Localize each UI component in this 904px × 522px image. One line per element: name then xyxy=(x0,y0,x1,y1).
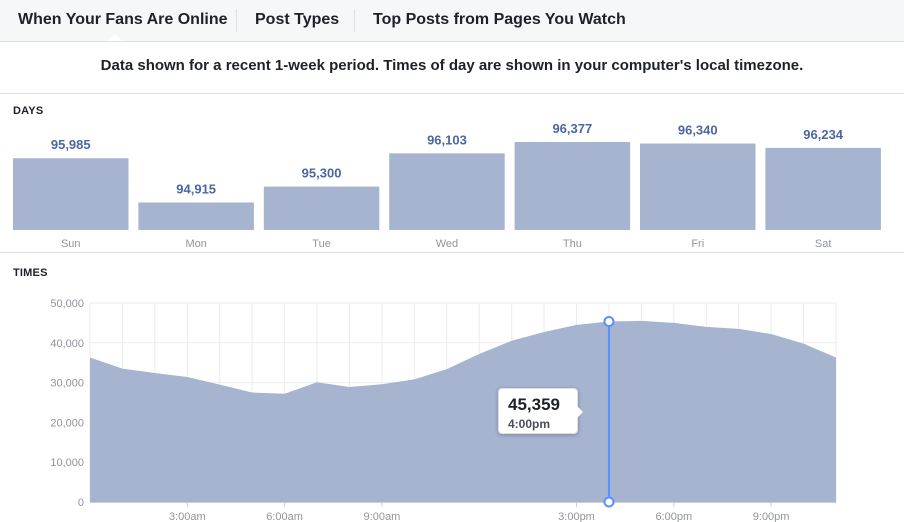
day-bar xyxy=(640,143,756,230)
chart-tooltip: 45,359 4:00pm xyxy=(498,388,583,434)
x-tick-label: 6:00am xyxy=(266,511,303,522)
tooltip-value: 45,359 xyxy=(508,395,560,414)
y-tick-label: 40,000 xyxy=(50,338,84,350)
section-divider xyxy=(0,252,904,253)
day-bar xyxy=(514,142,631,230)
days-bar-chart: 95,985 Sun 94,915 Mon 95,300 Tue 96,103 Wed 96,3… xyxy=(13,121,881,250)
day-bar-label: Tue xyxy=(312,238,331,250)
x-tick-label: 6:00pm xyxy=(655,511,692,522)
timezone-notice: Data shown for a recent 1-week period. T… xyxy=(100,57,804,74)
x-tick-label: 9:00pm xyxy=(753,511,790,522)
x-tick-label: 3:00pm xyxy=(558,511,595,522)
y-tick-label: 0 xyxy=(78,497,84,509)
day-bar-value: 95,985 xyxy=(51,137,91,152)
hover-point-marker xyxy=(603,315,615,327)
y-tick-label: 20,000 xyxy=(50,417,84,429)
day-bar-value: 94,915 xyxy=(176,181,216,196)
y-tick-label: 30,000 xyxy=(50,378,84,390)
section-divider xyxy=(0,93,904,94)
day-bar-label: Thu xyxy=(563,238,582,250)
tab-post-types[interactable]: Post Types xyxy=(255,11,340,28)
x-tick-label: 3:00am xyxy=(169,511,206,522)
tab-divider xyxy=(354,9,355,32)
tooltip-pointer xyxy=(577,406,583,418)
day-bar-value: 96,377 xyxy=(552,121,592,136)
x-tick-label: 9:00am xyxy=(364,511,401,522)
day-bar xyxy=(765,147,881,230)
day-bar-label: Wed xyxy=(436,238,458,250)
times-section-label: TIMES xyxy=(13,267,48,279)
day-bar-value: 95,300 xyxy=(302,166,342,181)
active-tab-indicator xyxy=(108,34,122,41)
days-section-label: DAYS xyxy=(13,105,44,117)
area-series xyxy=(90,320,836,502)
day-bar-label: Fri xyxy=(691,238,704,250)
day-bar-value: 96,234 xyxy=(803,127,844,142)
times-area-chart: 0 10,000 20,000 30,000 40,000 50,000 3:00am 6:0… xyxy=(50,298,837,522)
day-bar-value: 96,103 xyxy=(427,132,467,147)
day-bar xyxy=(389,153,505,230)
hover-baseline-marker xyxy=(603,496,615,508)
tab-bar: When Your Fans Are Online Post Types Top… xyxy=(0,0,904,42)
day-bar-label: Mon xyxy=(185,238,206,250)
tab-when-fans-online[interactable]: When Your Fans Are Online xyxy=(18,11,228,28)
day-bar-value: 96,340 xyxy=(678,123,718,138)
tab-top-posts[interactable]: Top Posts from Pages You Watch xyxy=(373,11,626,28)
y-tick-label: 50,000 xyxy=(50,298,84,310)
y-tick-label: 10,000 xyxy=(50,457,84,469)
day-bar-label: Sun xyxy=(61,238,81,250)
day-bar xyxy=(13,158,129,230)
tab-divider xyxy=(236,9,237,32)
day-bar xyxy=(138,202,254,230)
tooltip-time: 4:00pm xyxy=(508,417,551,431)
day-bar-label: Sat xyxy=(815,238,832,250)
day-bar xyxy=(263,186,380,230)
